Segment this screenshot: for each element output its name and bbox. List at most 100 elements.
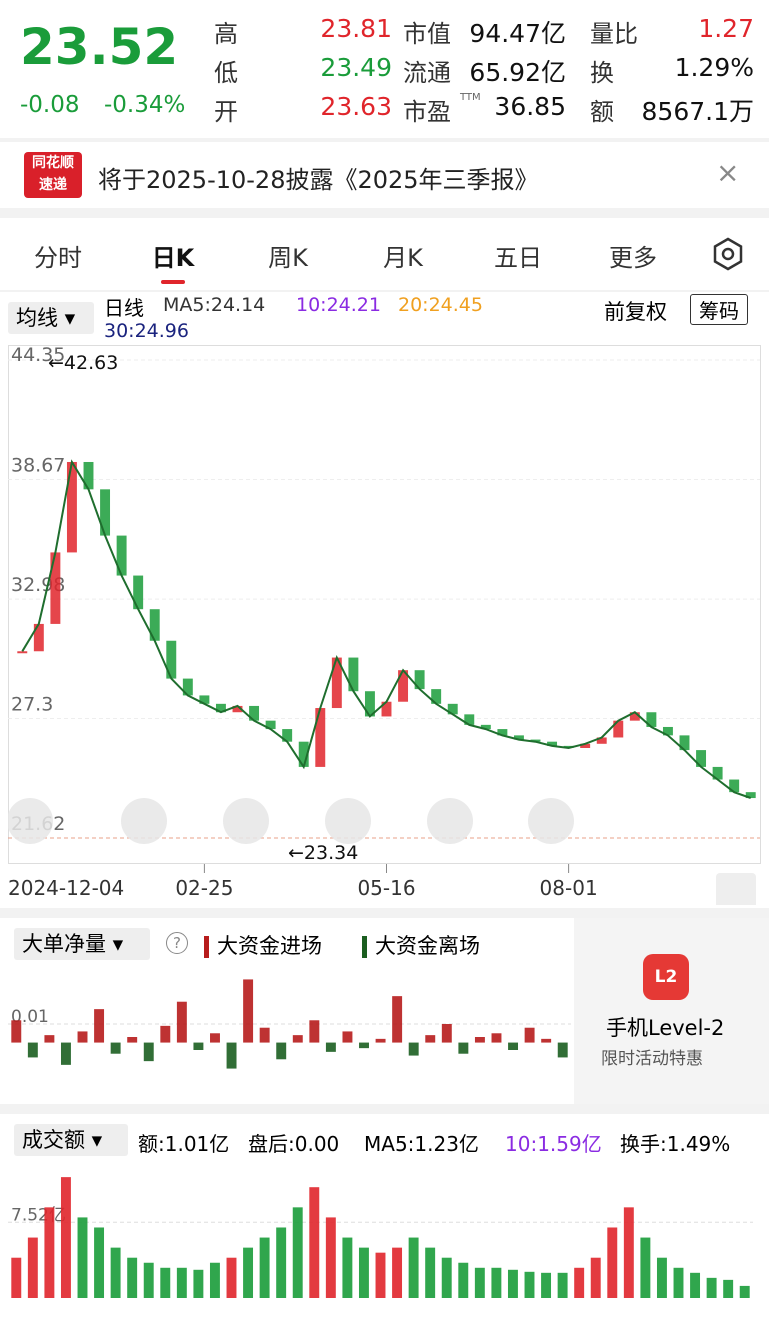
bar bbox=[143, 1262, 154, 1298]
settings-icon[interactable] bbox=[710, 236, 746, 272]
candle-body bbox=[613, 720, 624, 738]
logo-top: 同花顺 bbox=[32, 155, 74, 171]
bar bbox=[557, 1272, 568, 1298]
bar bbox=[226, 1042, 237, 1069]
candle-body bbox=[563, 745, 574, 748]
candle-body bbox=[182, 678, 193, 696]
candle-body bbox=[116, 535, 127, 576]
bar bbox=[408, 1237, 419, 1298]
bar bbox=[656, 1257, 667, 1298]
vol-ma5: MA5:1.23亿 bbox=[364, 1132, 479, 1156]
close-button[interactable]: × bbox=[716, 156, 740, 189]
candle-body bbox=[745, 792, 756, 799]
candle-body bbox=[398, 670, 409, 702]
bar bbox=[623, 1207, 634, 1298]
y-tick-label: 27.3 bbox=[11, 694, 53, 716]
candle-body bbox=[662, 726, 673, 736]
amount: 额:1.01亿 bbox=[138, 1132, 230, 1156]
candle-body bbox=[298, 741, 309, 767]
bar bbox=[209, 1262, 220, 1298]
candle-body bbox=[215, 703, 226, 713]
candle-body bbox=[33, 623, 44, 652]
bar bbox=[60, 1177, 71, 1298]
bar bbox=[259, 1027, 270, 1043]
bar bbox=[474, 1267, 485, 1298]
bar bbox=[77, 1031, 88, 1043]
volume-selector[interactable]: 成交额 ▾ bbox=[14, 1124, 128, 1156]
nav-button bbox=[528, 798, 574, 844]
stat-value: 94.47亿 bbox=[469, 19, 566, 48]
bar bbox=[226, 1257, 237, 1298]
tab[interactable]: 更多 bbox=[609, 244, 657, 272]
candle-body bbox=[580, 743, 591, 748]
candle-body bbox=[331, 657, 342, 709]
promo-title: 手机Level-2 bbox=[606, 1016, 725, 1040]
tab[interactable]: 周K bbox=[268, 244, 308, 272]
y-tick-label: 7.52亿 bbox=[11, 1205, 66, 1225]
bar bbox=[557, 1042, 568, 1058]
stat-label: 额 bbox=[590, 98, 614, 126]
tab-indicator bbox=[161, 280, 185, 284]
bar bbox=[127, 1037, 138, 1043]
after-hours: 盘后:0.00 bbox=[248, 1132, 340, 1156]
tab[interactable]: 分时 bbox=[34, 244, 82, 272]
chips-button[interactable]: 筹码 bbox=[690, 294, 748, 325]
candle-body bbox=[149, 609, 160, 641]
close-line bbox=[21, 459, 752, 799]
adjust[interactable]: 前复权 bbox=[604, 300, 667, 324]
y-tick-label: 44.35 bbox=[11, 345, 65, 366]
bar bbox=[441, 1024, 452, 1043]
change-pct: -0.34% bbox=[104, 92, 186, 118]
annotation: ←23.34 bbox=[288, 842, 358, 864]
notice-bar: 同花顺 速递 将于2025-10-28披露《2025年三季报》 × bbox=[0, 142, 769, 208]
candle-body bbox=[17, 651, 28, 654]
candle-body bbox=[315, 708, 326, 767]
kline-chart: 21.6227.332.9838.6744.352024-12-0402-250… bbox=[8, 345, 761, 905]
bar bbox=[27, 1042, 38, 1058]
bar bbox=[160, 1267, 171, 1298]
stat-label: 换 bbox=[590, 59, 614, 87]
tab[interactable]: 日K bbox=[151, 244, 195, 272]
selector-text: 大单净量 bbox=[22, 932, 106, 956]
ma20-label: 20:24.45 bbox=[398, 294, 483, 316]
bar bbox=[292, 1035, 303, 1043]
stat-value: 23.81 bbox=[320, 14, 392, 43]
candle-body bbox=[596, 737, 607, 744]
x-tick-label: 02-25 bbox=[175, 876, 233, 900]
stat-label: 低 bbox=[214, 59, 238, 87]
stat-label: 市值 bbox=[403, 20, 451, 48]
price: 23.52 bbox=[20, 18, 179, 76]
bar bbox=[11, 1020, 22, 1043]
promo-icon: L2 bbox=[643, 954, 689, 1000]
bar bbox=[425, 1247, 436, 1298]
candle-body bbox=[547, 741, 558, 746]
x-tick-label: 05-16 bbox=[357, 876, 415, 900]
candle-body bbox=[464, 714, 475, 725]
bar bbox=[127, 1257, 138, 1298]
flow-selector[interactable]: 大单净量 ▾ bbox=[14, 928, 150, 960]
quote-panel: 23.52 -0.08 -0.34% 高 23.81 低 23.49 开 23.63 市值 9… bbox=[0, 0, 769, 138]
help[interactable]: ? bbox=[166, 932, 188, 954]
bar bbox=[491, 1267, 502, 1298]
candle-body bbox=[50, 552, 61, 624]
stat-value: 36.85 bbox=[494, 92, 566, 121]
tab[interactable]: 月K bbox=[383, 244, 423, 272]
candle-body bbox=[249, 705, 260, 721]
candle-body bbox=[282, 729, 293, 742]
bar bbox=[60, 1042, 71, 1065]
candle-body bbox=[381, 701, 392, 717]
ma-selector[interactable]: 均线 ▾ bbox=[8, 302, 94, 334]
promo[interactable]: L2 手机Level-2 限时活动特惠 bbox=[574, 918, 769, 1104]
candle-body bbox=[348, 657, 359, 692]
bar bbox=[458, 1042, 469, 1054]
candle-body bbox=[199, 695, 210, 704]
tab[interactable]: 五日 bbox=[494, 244, 542, 272]
nav-button bbox=[427, 798, 473, 844]
stat-label: 流通 bbox=[403, 59, 451, 87]
bar bbox=[292, 1207, 303, 1298]
flow-in-text: 大资金进场 bbox=[217, 934, 322, 958]
bar bbox=[325, 1042, 336, 1052]
bar bbox=[541, 1272, 552, 1298]
flow-panel: 大单净量 ▾ ? 大资金进场 大资金离场 L2 手机Level-2 限时活动特惠 bbox=[0, 918, 769, 1104]
bar bbox=[176, 1267, 187, 1298]
